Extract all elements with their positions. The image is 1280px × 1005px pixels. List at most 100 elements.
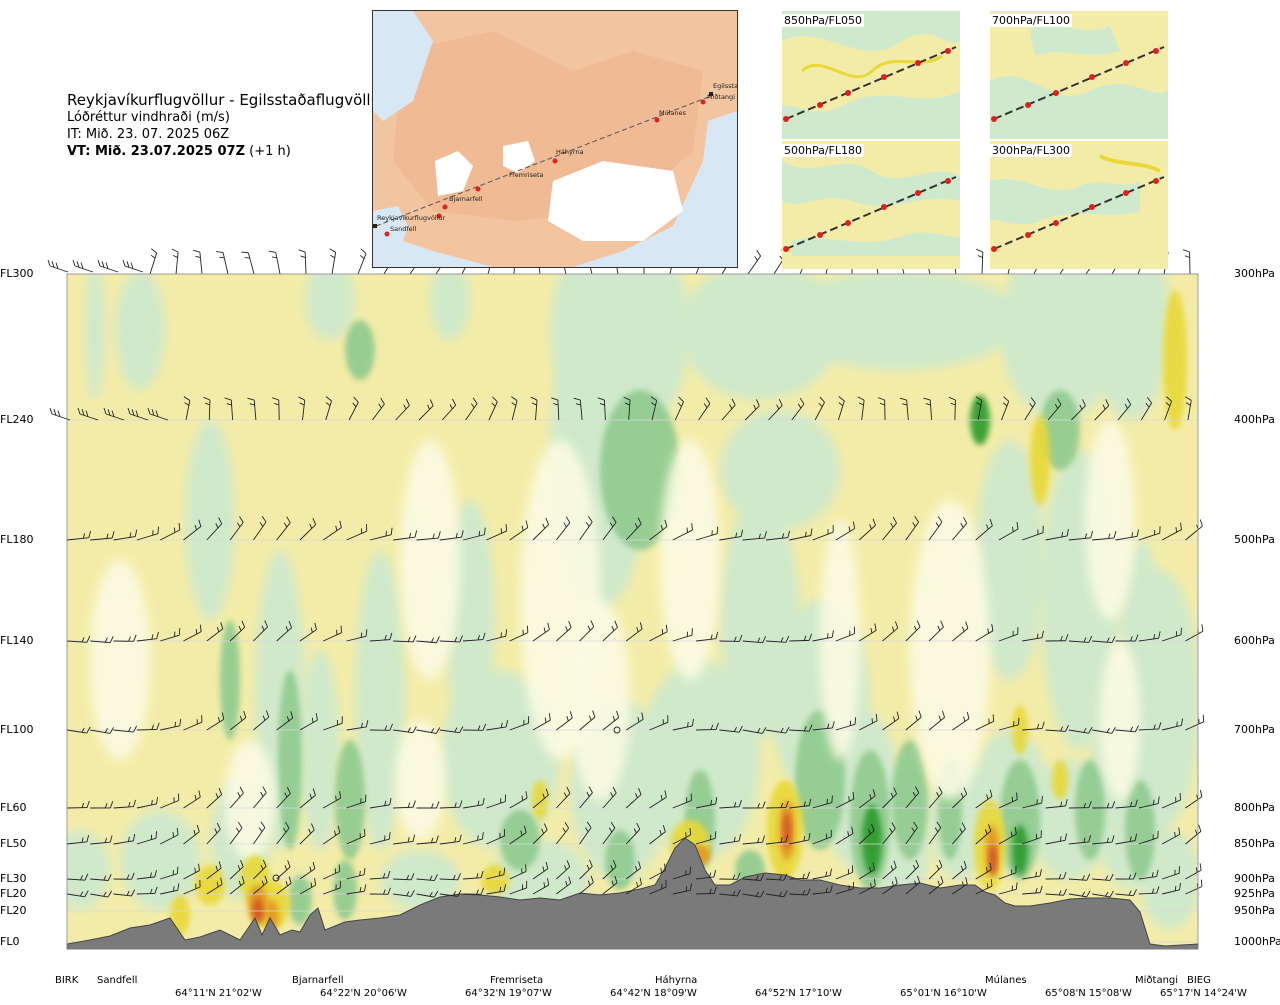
velocity-contour — [1100, 640, 1140, 800]
wind-barb — [369, 832, 391, 845]
thumbnail-label: 850hPa/FL050 — [782, 14, 865, 27]
wind-barb — [229, 786, 244, 809]
velocity-contour — [600, 390, 680, 550]
wind-barb — [113, 725, 138, 733]
wind-barb — [882, 711, 900, 731]
wind-barb — [1140, 397, 1152, 421]
thumbnail-label: 300hPa/FL300 — [990, 144, 1073, 157]
thumbnail-700: 700hPa/FL100 — [990, 11, 1168, 139]
wind-barb — [1092, 835, 1115, 845]
wind-barb — [975, 714, 995, 731]
velocity-contour — [1030, 415, 1050, 505]
map-label: Sandfell — [390, 225, 416, 233]
wind-barb — [742, 727, 767, 734]
wind-barb — [1117, 398, 1132, 421]
wind-barb — [136, 886, 158, 895]
thumbnail-850: 850hPa/FL050 — [782, 11, 960, 139]
thumbnail-label: 700hPa/FL100 — [990, 14, 1073, 27]
wind-barb — [439, 800, 463, 809]
wind-barb — [672, 866, 691, 880]
wind-barb — [579, 875, 594, 895]
wind-barb — [465, 397, 478, 421]
wind-barb — [1022, 630, 1044, 642]
wind-barb — [462, 832, 484, 845]
wind-barb — [416, 874, 438, 882]
wind-barb — [837, 396, 845, 421]
wind-barb — [1164, 396, 1173, 421]
coordinate-label: 64°11'N 21°02'W — [175, 988, 262, 999]
wind-barb — [1022, 796, 1043, 809]
wind-barb — [159, 522, 181, 541]
wind-barb — [1068, 726, 1093, 734]
wind-barb — [835, 626, 855, 642]
wind-barb — [765, 530, 791, 541]
wind-barb — [1045, 872, 1067, 880]
plot-frame — [66, 273, 1199, 950]
wind-barb — [858, 518, 876, 541]
wind-barb — [253, 859, 267, 880]
wind-barb — [229, 620, 246, 642]
wind-barb — [136, 831, 157, 845]
velocity-contour — [440, 670, 560, 850]
velocity-contour — [120, 810, 200, 910]
wind-barb — [952, 787, 968, 809]
wind-barb — [369, 797, 392, 809]
wind-barb — [247, 397, 257, 421]
wind-barb — [268, 250, 281, 275]
wind-barb — [253, 786, 267, 809]
wind-barb — [532, 878, 550, 895]
wind-barb — [742, 874, 765, 881]
wind-barb — [998, 882, 1018, 895]
wind-barb — [625, 787, 642, 809]
wind-barb — [672, 523, 693, 541]
wind-barb — [882, 860, 897, 880]
map-label: Háhyrna — [556, 148, 584, 156]
velocity-contour — [225, 740, 275, 860]
wind-barb — [1068, 530, 1094, 541]
wind-barb — [241, 251, 255, 275]
wind-barb — [1161, 866, 1180, 880]
wind-barb — [113, 799, 137, 809]
wind-barb — [857, 396, 865, 421]
velocity-contour — [1000, 274, 1120, 420]
wind-barb — [1161, 793, 1181, 809]
wind-barb — [463, 723, 487, 731]
wind-barb — [882, 621, 899, 642]
wind-barb — [928, 859, 943, 880]
wind-barb — [672, 718, 694, 731]
map-canvas: Reykjavíkurflugvöllur Sandfell Bjarnarfe… — [373, 11, 737, 267]
wind-barb — [253, 620, 268, 642]
wind-barb — [650, 396, 658, 421]
wind-barb — [1182, 249, 1191, 275]
wind-barb — [147, 407, 169, 421]
wind-barb — [1094, 399, 1110, 421]
wind-barb — [253, 515, 267, 541]
wind-barb — [393, 890, 415, 897]
velocity-contour — [1040, 390, 1080, 470]
waypoint-label: BIEG — [1187, 975, 1211, 986]
wind-barb — [393, 800, 416, 809]
wind-barb — [1115, 799, 1138, 809]
wind-barb — [952, 516, 968, 541]
velocity-contour — [253, 898, 263, 922]
velocity-contour — [288, 875, 312, 925]
right-level-label: 400hPa — [1234, 413, 1275, 426]
wind-barb — [183, 519, 202, 541]
velocity-contour — [278, 670, 302, 850]
velocity-contour — [1090, 274, 1170, 420]
velocity-contour — [862, 805, 882, 875]
wind-barb — [555, 620, 572, 642]
velocity-contour — [605, 830, 635, 890]
velocity-contour — [500, 810, 540, 870]
wind-barb — [90, 873, 112, 881]
wind-barb — [416, 835, 439, 845]
wind-barb — [113, 634, 137, 642]
waypoint-label: Sandfell — [97, 975, 138, 986]
wind-barb — [1092, 801, 1116, 809]
wind-barb — [602, 710, 620, 731]
wind-barb — [149, 248, 158, 275]
right-level-label: 300hPa — [1234, 267, 1275, 280]
wind-barb — [1022, 869, 1042, 880]
wind-barb — [509, 880, 528, 895]
wind-barb — [299, 622, 317, 642]
